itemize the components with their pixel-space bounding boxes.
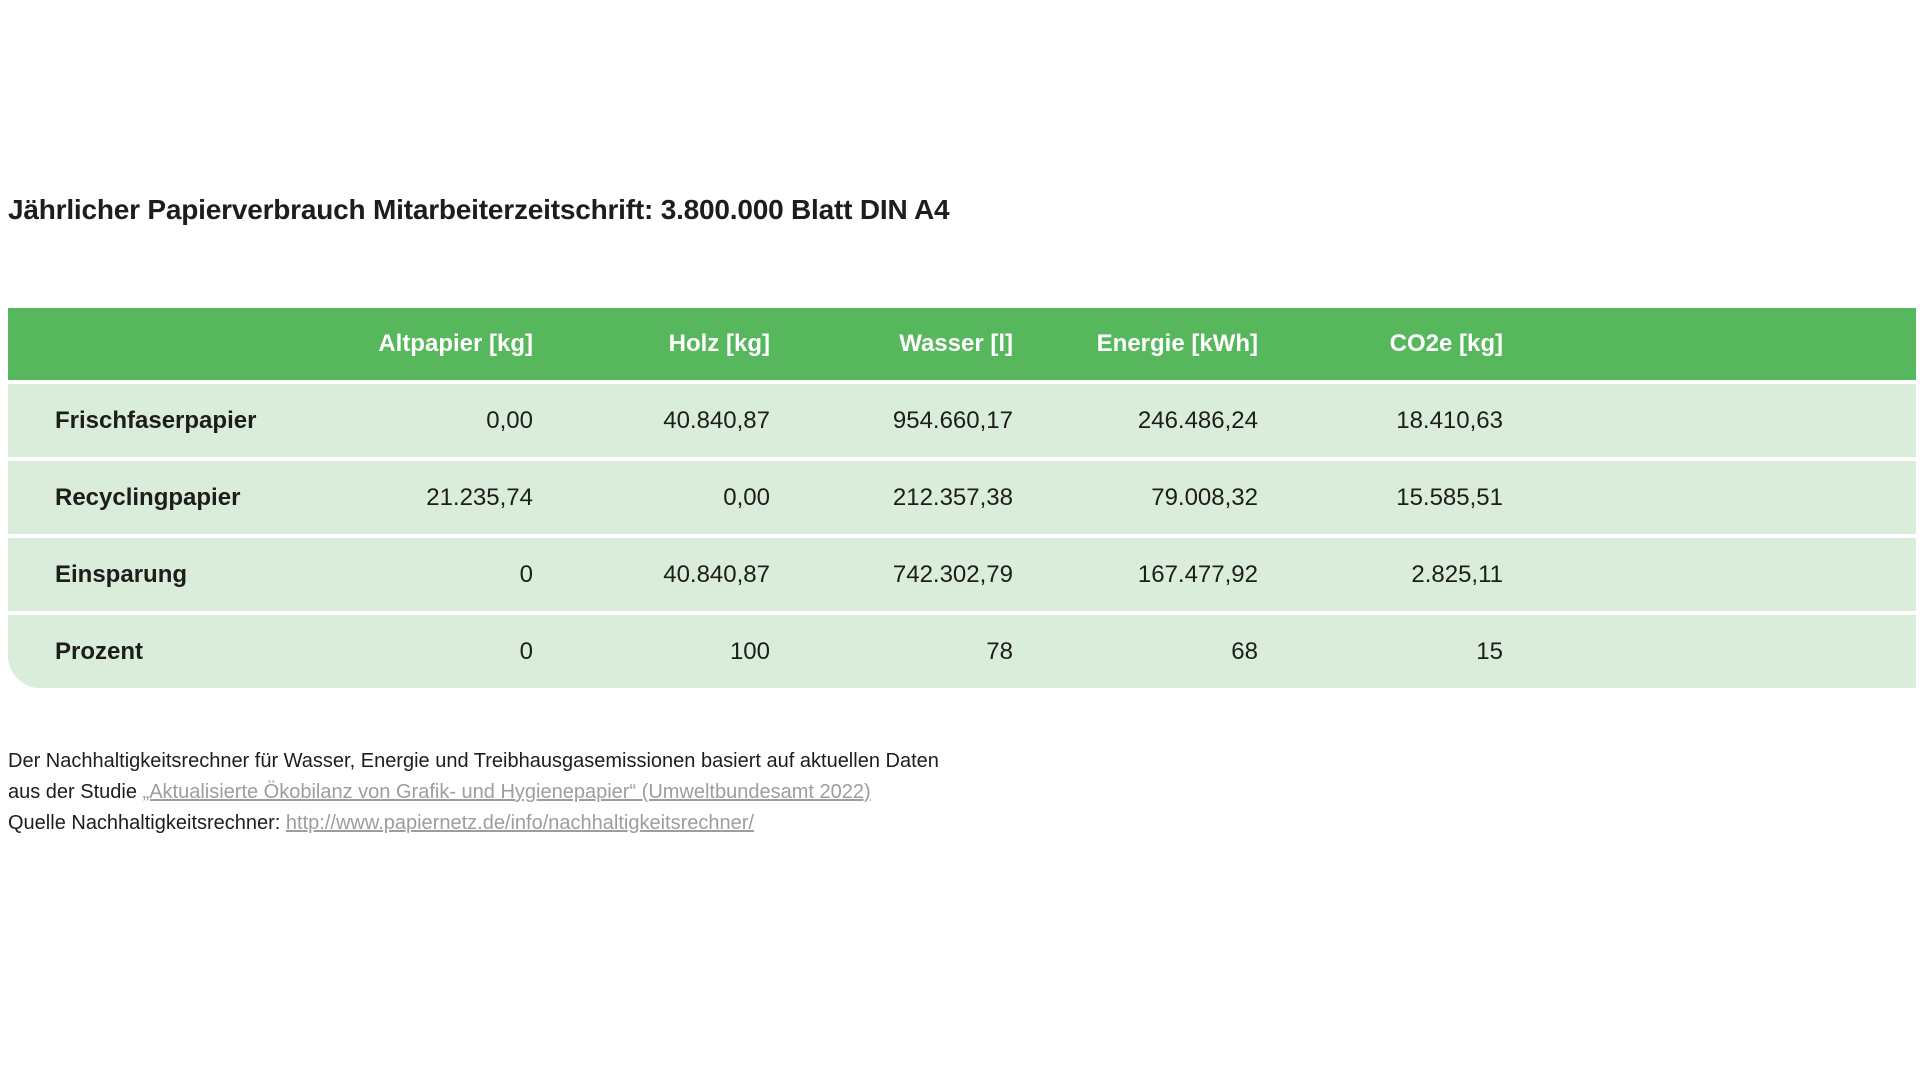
cell-value: 100 xyxy=(729,637,770,665)
cell-value: 15.585,51 xyxy=(1396,483,1503,511)
cell-value: 21.235,74 xyxy=(426,483,533,511)
footer-line-2: aus der Studie „Aktualisierte Ökobilanz … xyxy=(8,777,939,808)
cell-value: 68 xyxy=(1231,637,1258,665)
table-row-einsparung: Einsparung 0 40.840,87 742.302,79 167.47… xyxy=(8,538,1916,611)
footer-line-2-prefix: aus der Studie xyxy=(8,781,143,803)
footer-line-3: Quelle Nachhaltigkeitsrechner: http://ww… xyxy=(8,808,939,839)
cell-value: 742.302,79 xyxy=(892,560,1013,588)
column-header-altpapier: Altpapier [kg] xyxy=(378,330,533,357)
page-title: Jährlicher Papierverbrauch Mitarbeiterze… xyxy=(8,194,950,225)
table-row-frischfaserpapier: Frischfaserpapier 0,00 40.840,87 954.660… xyxy=(8,384,1916,457)
cell-value: 18.410,63 xyxy=(1396,406,1503,434)
table-row-recyclingpapier: Recyclingpapier 21.235,74 0,00 212.357,3… xyxy=(8,461,1916,534)
row-label: Frischfaserpapier xyxy=(55,406,257,434)
study-link[interactable]: „Aktualisierte Ökobilanz von Grafik- und… xyxy=(142,781,871,803)
row-label: Recyclingpapier xyxy=(55,483,241,511)
column-header-energie: Energie [kWh] xyxy=(1096,330,1258,357)
cell-value: 0 xyxy=(519,560,533,588)
footer-line-1: Der Nachhaltigkeitsrechner für Wasser, E… xyxy=(8,750,939,772)
source-url-link[interactable]: http://www.papiernetz.de/info/nachhaltig… xyxy=(285,812,754,834)
cell-value: 246.486,24 xyxy=(1137,406,1258,434)
cell-value: 0,00 xyxy=(486,406,533,434)
column-header-co2e: CO2e [kg] xyxy=(1389,330,1503,357)
row-label: Prozent xyxy=(55,637,144,665)
column-header-holz: Holz [kg] xyxy=(668,330,770,357)
row-label: Einsparung xyxy=(55,560,188,588)
footer-note: Der Nachhaltigkeitsrechner für Wasser, E… xyxy=(8,746,939,839)
cell-value: 15 xyxy=(1476,637,1503,665)
table-row-prozent: Prozent 0 100 78 68 15 xyxy=(8,615,1916,688)
cell-value: 40.840,87 xyxy=(663,406,770,434)
footer-line-3-prefix: Quelle Nachhaltigkeitsrechner: xyxy=(8,812,286,834)
column-header-wasser: Wasser [l] xyxy=(899,330,1013,357)
cell-value: 0,00 xyxy=(723,483,770,511)
cell-value: 2.825,11 xyxy=(1411,560,1503,588)
cell-value: 79.008,32 xyxy=(1151,483,1258,511)
table-header-row: Altpapier [kg] Holz [kg] Wasser [l] Ener… xyxy=(8,308,1916,380)
cell-value: 954.660,17 xyxy=(892,406,1013,434)
cell-value: 212.357,38 xyxy=(892,483,1013,511)
cell-value: 0 xyxy=(519,637,533,665)
paper-consumption-table: Altpapier [kg] Holz [kg] Wasser [l] Ener… xyxy=(8,308,1916,688)
cell-value: 78 xyxy=(986,637,1013,665)
cell-value: 40.840,87 xyxy=(663,560,770,588)
cell-value: 167.477,92 xyxy=(1137,560,1258,588)
